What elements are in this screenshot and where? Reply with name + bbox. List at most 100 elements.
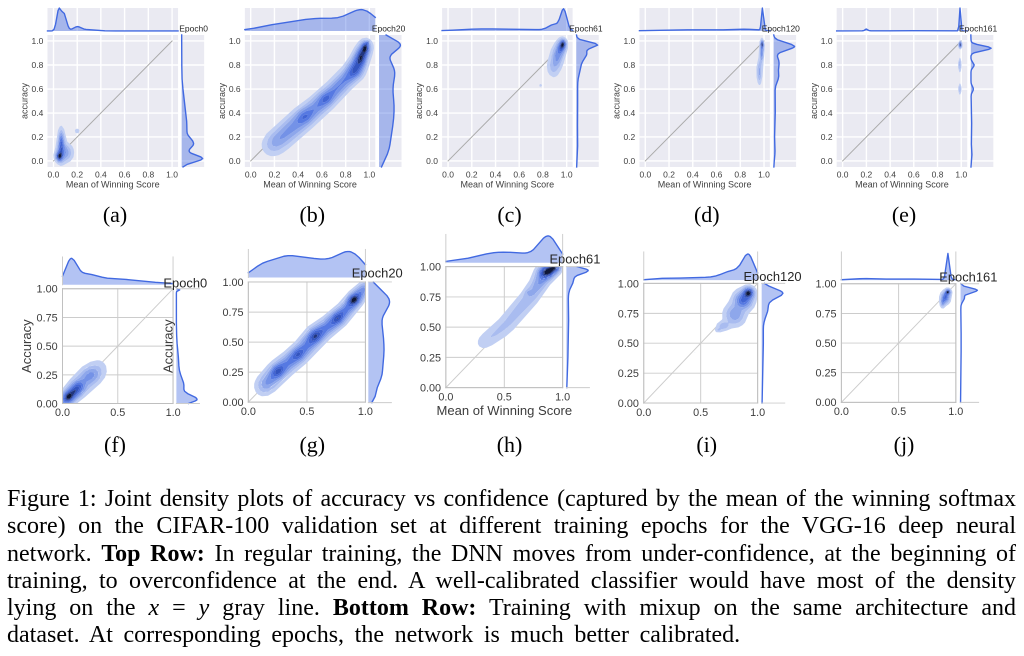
svg-text:Epoch20: Epoch20 xyxy=(352,265,403,280)
svg-text:0.5: 0.5 xyxy=(299,406,314,418)
svg-text:0.6: 0.6 xyxy=(229,84,241,94)
svg-text:0.4: 0.4 xyxy=(32,108,44,118)
svg-text:accuracy: accuracy xyxy=(217,82,227,119)
svg-text:0.2: 0.2 xyxy=(269,169,281,179)
svg-text:Epoch0: Epoch0 xyxy=(179,23,208,33)
svg-text:(f): (f) xyxy=(104,432,126,457)
svg-text:1.00: 1.00 xyxy=(618,278,639,290)
svg-text:0.2: 0.2 xyxy=(860,169,872,179)
svg-text:0.6: 0.6 xyxy=(623,84,635,94)
svg-text:(b): (b) xyxy=(299,202,325,227)
svg-text:0.8: 0.8 xyxy=(623,60,635,70)
svg-text:0.6: 0.6 xyxy=(908,169,920,179)
svg-text:0.0: 0.0 xyxy=(245,169,257,179)
svg-text:1.00: 1.00 xyxy=(222,277,243,289)
svg-text:0.2: 0.2 xyxy=(71,169,83,179)
svg-text:0.8: 0.8 xyxy=(821,60,833,70)
svg-text:0.0: 0.0 xyxy=(636,407,651,419)
svg-text:0.0: 0.0 xyxy=(426,156,438,166)
svg-text:0.8: 0.8 xyxy=(142,169,154,179)
svg-text:0.75: 0.75 xyxy=(222,307,243,319)
svg-text:0.0: 0.0 xyxy=(623,156,635,166)
svg-text:Mean of Winning Score: Mean of Winning Score xyxy=(436,403,572,418)
svg-text:0.25: 0.25 xyxy=(618,368,639,380)
svg-text:0.8: 0.8 xyxy=(734,169,746,179)
svg-text:Mean of Winning Score: Mean of Winning Score xyxy=(66,180,160,190)
svg-text:0.5: 0.5 xyxy=(891,406,906,418)
svg-text:1.00: 1.00 xyxy=(420,262,441,274)
svg-text:0.4: 0.4 xyxy=(95,169,107,179)
svg-text:0.50: 0.50 xyxy=(815,338,836,350)
svg-text:0.4: 0.4 xyxy=(884,169,896,179)
svg-text:0.50: 0.50 xyxy=(618,338,639,350)
svg-text:1.0: 1.0 xyxy=(166,407,181,419)
svg-text:0.0: 0.0 xyxy=(837,169,849,179)
svg-text:Epoch161: Epoch161 xyxy=(959,23,997,33)
svg-text:0.25: 0.25 xyxy=(815,368,836,380)
svg-text:0.5: 0.5 xyxy=(693,407,708,419)
svg-text:0.50: 0.50 xyxy=(222,337,243,349)
svg-text:1.0: 1.0 xyxy=(955,169,967,179)
svg-text:Epoch120: Epoch120 xyxy=(762,23,800,33)
svg-text:0.00: 0.00 xyxy=(222,397,243,409)
svg-text:0.75: 0.75 xyxy=(815,308,836,320)
svg-text:1.0: 1.0 xyxy=(623,36,635,46)
svg-text:0.75: 0.75 xyxy=(420,292,441,304)
svg-text:0.00: 0.00 xyxy=(37,398,58,410)
svg-text:0.6: 0.6 xyxy=(316,169,328,179)
svg-text:0.4: 0.4 xyxy=(292,169,304,179)
svg-text:Epoch0: Epoch0 xyxy=(163,275,207,290)
svg-text:1.00: 1.00 xyxy=(815,279,836,291)
svg-text:accuracy: accuracy xyxy=(809,82,819,119)
svg-text:Epoch20: Epoch20 xyxy=(372,23,406,33)
svg-text:(h): (h) xyxy=(497,432,523,457)
svg-text:0.5: 0.5 xyxy=(110,407,125,419)
svg-text:0.4: 0.4 xyxy=(821,108,833,118)
svg-text:0.00: 0.00 xyxy=(618,398,639,410)
svg-text:Mean of Winning Score: Mean of Winning Score xyxy=(658,180,752,190)
svg-text:0.25: 0.25 xyxy=(222,367,243,379)
svg-text:0.4: 0.4 xyxy=(623,108,635,118)
svg-text:0.8: 0.8 xyxy=(229,60,241,70)
svg-text:(i): (i) xyxy=(696,432,717,457)
svg-text:0.8: 0.8 xyxy=(32,60,44,70)
svg-text:0.75: 0.75 xyxy=(37,312,58,324)
svg-text:1.0: 1.0 xyxy=(363,169,375,179)
svg-text:0.0: 0.0 xyxy=(55,407,70,419)
svg-text:Epoch161: Epoch161 xyxy=(939,270,997,285)
svg-text:0.2: 0.2 xyxy=(663,169,675,179)
svg-text:1.0: 1.0 xyxy=(555,391,570,403)
svg-text:0.2: 0.2 xyxy=(229,132,241,142)
svg-text:0.0: 0.0 xyxy=(438,391,453,403)
svg-text:(e): (e) xyxy=(892,202,916,227)
svg-text:0.50: 0.50 xyxy=(420,322,441,334)
svg-text:0.0: 0.0 xyxy=(241,406,256,418)
svg-text:Mean of Winning Score: Mean of Winning Score xyxy=(263,180,357,190)
svg-text:0.6: 0.6 xyxy=(426,84,438,94)
svg-text:0.0: 0.0 xyxy=(639,169,651,179)
svg-text:0.2: 0.2 xyxy=(426,132,438,142)
svg-text:1.0: 1.0 xyxy=(426,36,438,46)
svg-text:(g): (g) xyxy=(299,432,325,457)
svg-text:1.0: 1.0 xyxy=(821,36,833,46)
svg-text:Epoch61: Epoch61 xyxy=(549,251,600,266)
svg-text:0.6: 0.6 xyxy=(32,84,44,94)
svg-text:(j): (j) xyxy=(894,432,915,457)
svg-text:0.4: 0.4 xyxy=(687,169,699,179)
svg-text:0.8: 0.8 xyxy=(932,169,944,179)
svg-text:0.4: 0.4 xyxy=(490,169,502,179)
svg-text:0.2: 0.2 xyxy=(821,132,833,142)
svg-text:1.0: 1.0 xyxy=(229,36,241,46)
svg-text:0.8: 0.8 xyxy=(426,60,438,70)
svg-text:0.6: 0.6 xyxy=(119,169,131,179)
svg-text:0.4: 0.4 xyxy=(426,108,438,118)
svg-text:0.25: 0.25 xyxy=(37,370,58,382)
svg-text:0.2: 0.2 xyxy=(32,132,44,142)
svg-text:1.0: 1.0 xyxy=(750,407,765,419)
svg-text:Mean of Winning Score: Mean of Winning Score xyxy=(460,180,554,190)
svg-text:Accuracy: Accuracy xyxy=(19,319,34,373)
svg-text:0.8: 0.8 xyxy=(537,169,549,179)
svg-text:1.0: 1.0 xyxy=(561,169,573,179)
svg-text:1.0: 1.0 xyxy=(32,36,44,46)
svg-text:0.00: 0.00 xyxy=(815,397,836,409)
